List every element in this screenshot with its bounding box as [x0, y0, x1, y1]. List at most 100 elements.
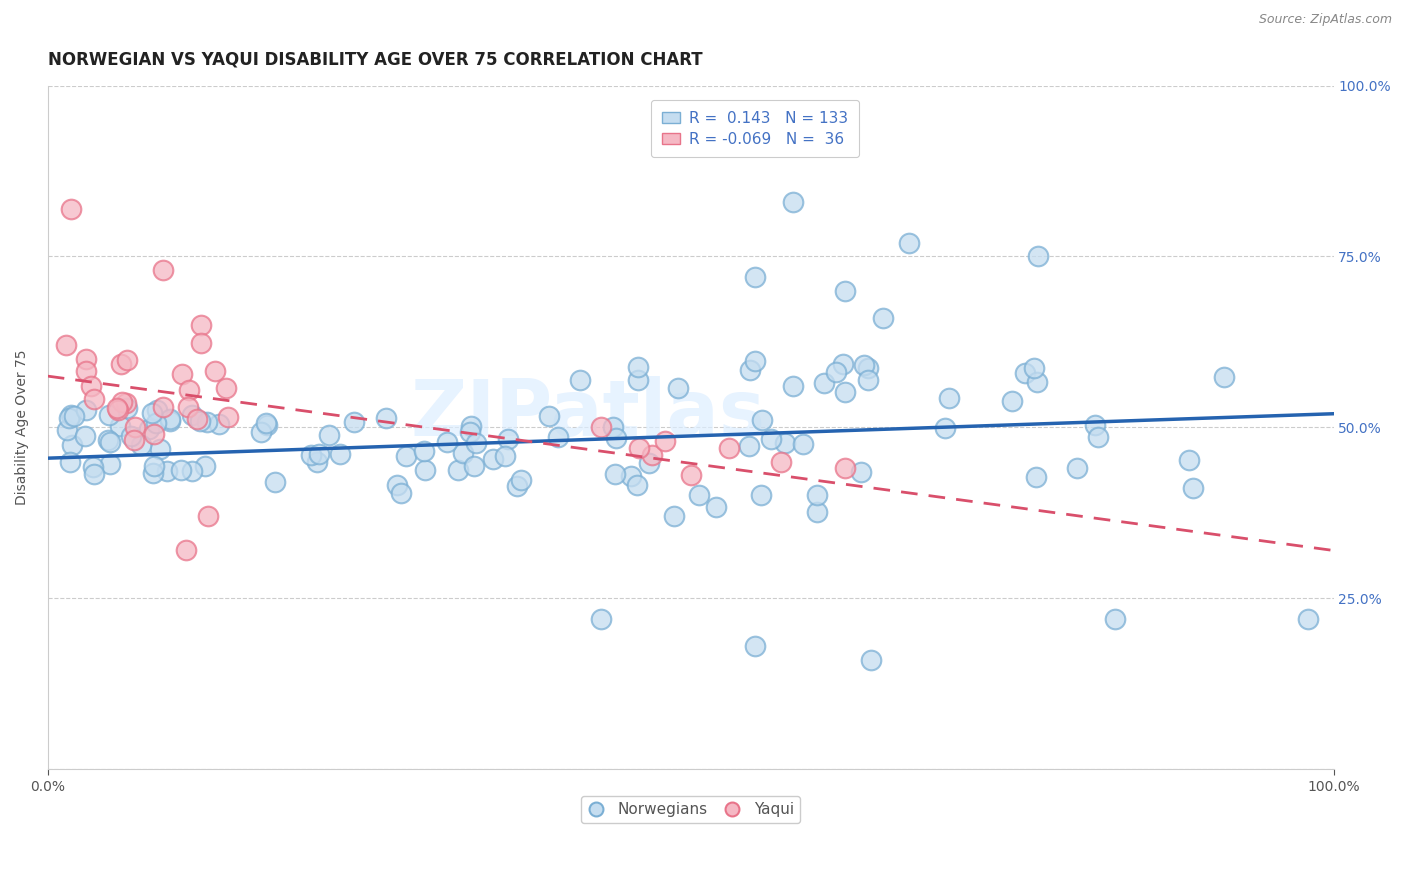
Point	[181, 464, 204, 478]
Point	[498, 433, 520, 447]
Point	[666, 381, 689, 395]
Text: NORWEGIAN VS YAQUI DISABILITY AGE OVER 75 CORRELATION CHART: NORWEGIAN VS YAQUI DISABILITY AGE OVER 7…	[48, 51, 703, 69]
Point	[832, 357, 855, 371]
Point	[751, 488, 773, 502]
Point	[195, 415, 218, 429]
Point	[83, 392, 105, 406]
Point	[494, 449, 516, 463]
Point	[718, 441, 741, 455]
Point	[98, 458, 121, 472]
Point	[142, 427, 165, 442]
Y-axis label: Disability Age Over 75: Disability Age Over 75	[15, 350, 30, 505]
Point	[688, 487, 710, 501]
Point	[1025, 470, 1047, 484]
Point	[215, 381, 238, 395]
Point	[453, 446, 475, 460]
Point	[115, 401, 138, 415]
Point	[308, 447, 330, 461]
Point	[1182, 481, 1205, 495]
Point	[107, 403, 129, 417]
Point	[149, 442, 172, 456]
Point	[194, 459, 217, 474]
Text: Source: ZipAtlas.com: Source: ZipAtlas.com	[1258, 13, 1392, 27]
Point	[628, 441, 651, 455]
Point	[447, 463, 470, 477]
Point	[59, 408, 82, 422]
Point	[859, 653, 882, 667]
Point	[172, 367, 194, 381]
Point	[256, 418, 278, 433]
Point	[1026, 375, 1049, 389]
Point	[1026, 250, 1049, 264]
Point	[63, 409, 86, 423]
Point	[82, 460, 104, 475]
Point	[627, 374, 650, 388]
Point	[602, 420, 624, 434]
Point	[1104, 612, 1126, 626]
Point	[131, 438, 153, 452]
Point	[159, 411, 181, 425]
Point	[813, 376, 835, 391]
Point	[603, 467, 626, 482]
Point	[145, 416, 167, 430]
Point	[217, 409, 239, 424]
Point	[115, 395, 138, 409]
Point	[1022, 360, 1045, 375]
Point	[569, 373, 592, 387]
Point	[115, 352, 138, 367]
Point	[509, 473, 531, 487]
Point	[806, 505, 828, 519]
Point	[73, 428, 96, 442]
Point	[413, 463, 436, 477]
Point	[412, 444, 434, 458]
Point	[679, 468, 702, 483]
Point	[159, 414, 181, 428]
Point	[305, 455, 328, 469]
Point	[620, 469, 643, 483]
Point	[56, 423, 79, 437]
Point	[59, 455, 82, 469]
Point	[626, 478, 648, 492]
Point	[834, 384, 856, 399]
Point	[744, 639, 766, 653]
Point	[204, 363, 226, 377]
Point	[769, 454, 792, 468]
Point	[100, 434, 122, 449]
Point	[177, 401, 200, 415]
Point	[637, 456, 659, 470]
Point	[458, 425, 481, 439]
Point	[83, 467, 105, 482]
Point	[775, 435, 797, 450]
Point	[1084, 418, 1107, 433]
Point	[152, 401, 174, 415]
Point	[395, 449, 418, 463]
Point	[654, 434, 676, 448]
Point	[1001, 393, 1024, 408]
Point	[250, 425, 273, 439]
Point	[389, 485, 412, 500]
Point	[626, 359, 648, 374]
Point	[156, 464, 179, 478]
Point	[898, 235, 921, 250]
Point	[825, 366, 848, 380]
Point	[143, 459, 166, 474]
Point	[740, 363, 762, 377]
Point	[538, 409, 561, 424]
Point	[505, 479, 527, 493]
Point	[1178, 452, 1201, 467]
Point	[662, 508, 685, 523]
Point	[706, 500, 728, 514]
Point	[744, 354, 766, 368]
Point	[641, 448, 664, 462]
Point	[263, 475, 285, 490]
Point	[254, 416, 277, 430]
Point	[938, 391, 960, 405]
Point	[98, 408, 121, 422]
Point	[834, 284, 856, 298]
Point	[436, 434, 458, 449]
Point	[190, 318, 212, 332]
Point	[751, 412, 773, 426]
Point	[782, 194, 804, 209]
Point	[834, 461, 856, 475]
Point	[111, 394, 134, 409]
